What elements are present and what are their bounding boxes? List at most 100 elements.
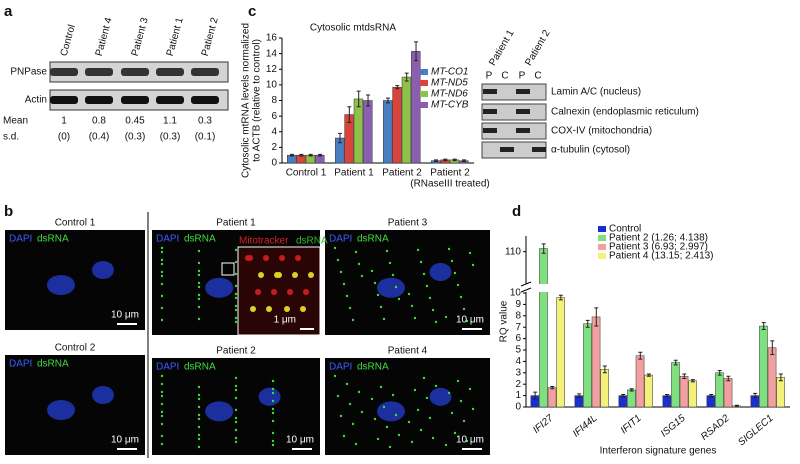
y-tick-label: 8 (515, 310, 521, 321)
row-label: Actin (25, 95, 47, 106)
micrograph: DAPI dsRNA 10 μm (5, 355, 145, 455)
error-bar (366, 94, 371, 107)
nucleus (205, 401, 234, 422)
speckle (391, 273, 395, 277)
speckle (250, 306, 256, 312)
speckle (197, 269, 201, 273)
stain-label: DAPI (156, 362, 179, 373)
speckle (160, 434, 164, 438)
image (5, 230, 145, 330)
speckle (160, 270, 164, 274)
error-bar (753, 392, 758, 399)
speckle (160, 262, 164, 266)
speckle (462, 419, 466, 423)
speckle (197, 393, 201, 397)
y-tick-label: 110 (505, 246, 521, 257)
panel-title: Control 2 (55, 343, 96, 354)
y-tick-label: 5 (515, 345, 521, 356)
speckle (234, 304, 238, 308)
speckle (234, 308, 238, 312)
band (532, 147, 546, 152)
speckle (234, 284, 238, 288)
row-label: Lamin A/C (nucleus) (551, 87, 641, 98)
speckle (303, 289, 309, 295)
speckle (428, 296, 432, 300)
speckle (376, 293, 380, 297)
speckle (197, 293, 201, 297)
mean-value: 0.8 (92, 116, 106, 127)
bar (539, 248, 548, 408)
speckle (197, 413, 201, 417)
band (500, 147, 514, 152)
speckle (160, 306, 164, 310)
mean-value: 0.45 (125, 116, 145, 127)
legend-swatch (420, 69, 428, 75)
speckle (197, 261, 201, 265)
speckle (370, 269, 374, 273)
speckle (339, 270, 343, 274)
speckle (394, 413, 398, 417)
lane-label: Patient 1 (487, 28, 516, 68)
speckle (348, 306, 352, 310)
speckle (360, 410, 364, 414)
speckle (197, 297, 201, 301)
speckle (462, 307, 466, 311)
stain-label: dsRNA (184, 234, 216, 245)
bar (618, 395, 628, 408)
speckle (456, 379, 460, 383)
error-bar (356, 90, 361, 108)
stain-label: DAPI (156, 234, 179, 245)
lane-label: Patient 4 (94, 16, 115, 57)
y-tick-label: 3 (515, 367, 521, 378)
speckle (160, 382, 164, 386)
speckle (471, 407, 475, 411)
band (121, 68, 149, 76)
band (121, 96, 149, 104)
y-tick-label: 10 (510, 288, 522, 299)
speckle (255, 289, 261, 295)
stain-label: dsRNA (357, 234, 389, 245)
speckle (465, 319, 469, 323)
band (483, 109, 497, 114)
stain-label: DAPI (329, 362, 352, 373)
speckle (413, 316, 417, 320)
error-bar (385, 97, 390, 104)
inset: 1 μm (237, 246, 321, 336)
speckle (197, 433, 201, 437)
sd-value: (0) (58, 132, 70, 143)
error-bar (404, 72, 409, 82)
error-bar (452, 158, 457, 162)
legend-swatch (420, 102, 428, 108)
bar (591, 316, 601, 408)
error-bar (289, 153, 294, 157)
x-tick-label: IFI27 (531, 413, 556, 436)
speckle (308, 272, 314, 278)
fraction-label: C (501, 71, 508, 82)
speckle (373, 281, 377, 285)
band (156, 96, 184, 104)
speckle (271, 407, 275, 411)
speckle (160, 258, 164, 262)
error-bar (533, 391, 538, 400)
row-label: Calnexin (endoplasmic reticulum) (551, 107, 699, 118)
speckle (197, 273, 201, 277)
speckle (234, 320, 238, 324)
bar (383, 100, 393, 164)
speckle (345, 382, 349, 386)
band (85, 96, 113, 104)
speckle (422, 272, 426, 276)
speckle (407, 420, 411, 424)
speckle (419, 260, 423, 264)
speckle (468, 387, 472, 391)
speckle (160, 422, 164, 426)
error-bar (665, 393, 670, 398)
bar (635, 355, 645, 408)
nucleus (92, 261, 114, 279)
lane-label: Control (59, 23, 78, 57)
error-bar (709, 393, 714, 398)
y-axis-label: RQ value (499, 300, 510, 342)
speckle (425, 396, 429, 400)
chart-title: Cytosolic mtdsRNA (310, 23, 396, 34)
speckle (271, 411, 275, 415)
bar (353, 98, 364, 164)
